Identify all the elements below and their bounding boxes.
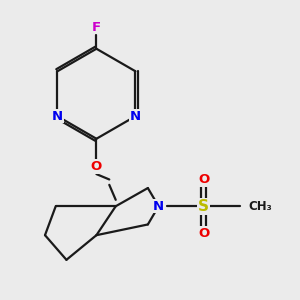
Text: N: N <box>130 110 141 123</box>
Text: S: S <box>198 199 209 214</box>
Text: N: N <box>153 200 164 213</box>
Text: CH₃: CH₃ <box>249 200 272 213</box>
Text: O: O <box>198 226 209 239</box>
Text: F: F <box>92 21 101 34</box>
Text: N: N <box>52 110 63 123</box>
Text: O: O <box>198 173 209 186</box>
Text: O: O <box>91 160 102 173</box>
